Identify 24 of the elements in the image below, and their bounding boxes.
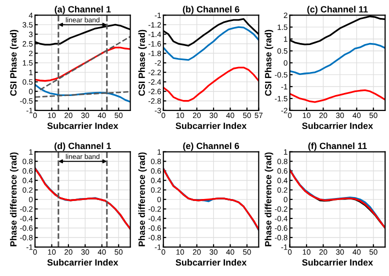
chart-title: (d) Channel 1: [54, 142, 111, 151]
chart-title: (a) Channel 1: [54, 6, 111, 14]
x-axis-title: Subcarrier Index: [47, 122, 118, 130]
y-axis-title: Phase difference (rad): [10, 152, 18, 246]
line-series: [163, 26, 259, 61]
chart-title: (c) Channel 11: [307, 6, 368, 14]
y-axis-title: CSI Phase (rad): [264, 30, 274, 96]
y-axis-title: Phase difference (rad): [264, 152, 274, 246]
x-axis-title: Subcarrier Index: [302, 122, 374, 130]
line-series: [35, 84, 130, 103]
y-axis-title: Phase difference (rad): [138, 152, 147, 246]
line-series: [290, 42, 386, 76]
chart-title: (b) Channel 6: [182, 6, 240, 14]
chart-title: (f) Channel 11: [308, 142, 367, 151]
y-axis-title: CSI Phase (rad): [138, 30, 147, 96]
x-axis-title: Subcarrier Index: [302, 259, 374, 266]
line-series: [35, 46, 130, 82]
y-axis-title: CSI Phase (rad): [10, 30, 18, 96]
line-series: [290, 89, 386, 103]
x-axis-title: Subcarrier Index: [176, 259, 247, 266]
x-axis-title: Subcarrier Index: [176, 122, 247, 130]
line-series: [163, 66, 259, 102]
chart-title: (e) Channel 6: [183, 142, 240, 151]
x-axis-title: Subcarrier Index: [47, 259, 118, 266]
